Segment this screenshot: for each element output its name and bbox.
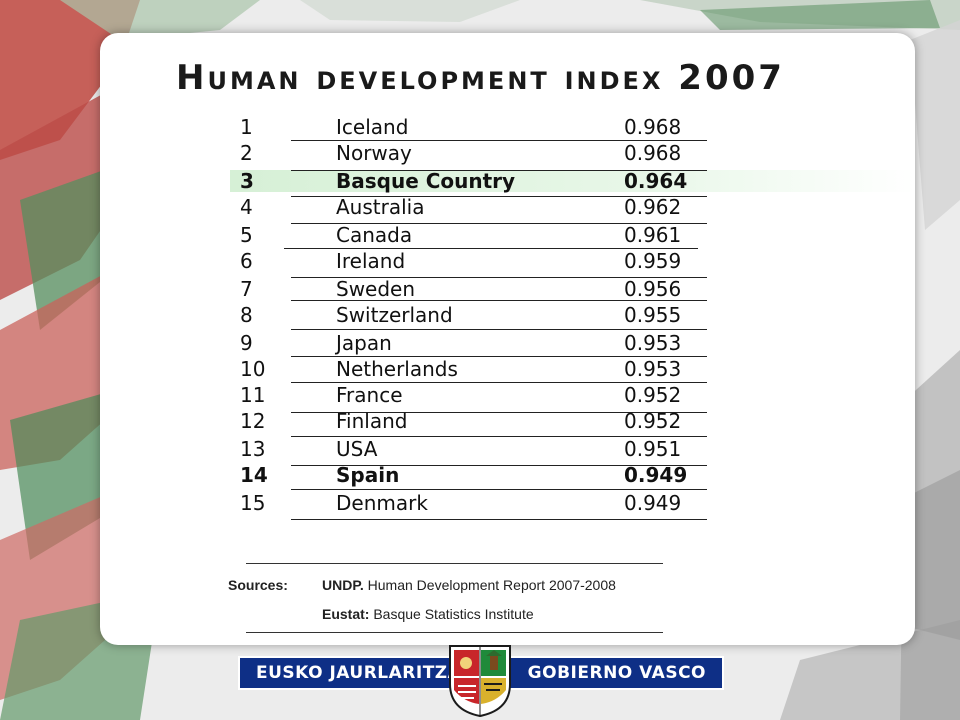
- rank-cell: 13: [240, 437, 266, 461]
- country-cell: Spain: [336, 463, 400, 487]
- sources-top-rule: [246, 563, 663, 564]
- country-cell: Denmark: [336, 491, 428, 515]
- hdi-value-cell: 0.955: [624, 303, 682, 327]
- hdi-value-cell: 0.964: [624, 169, 688, 193]
- row-divider: [291, 382, 707, 383]
- rank-cell: 7: [240, 277, 253, 301]
- rank-cell: 3: [240, 169, 254, 193]
- table-row: 12 Finland 0.952: [0, 408, 960, 434]
- row-divider: [291, 356, 707, 357]
- source-line-undp: UNDP. Human Development Report 2007-2008: [322, 577, 616, 593]
- hdi-value-cell: 0.952: [624, 383, 682, 407]
- hdi-value-cell: 0.952: [624, 409, 682, 433]
- hdi-value-cell: 0.959: [624, 249, 682, 273]
- row-divider: [291, 140, 707, 141]
- table-row: 4 Australia 0.962: [0, 194, 960, 220]
- hdi-value-cell: 0.962: [624, 195, 682, 219]
- row-divider: [291, 436, 707, 437]
- rank-cell: 10: [240, 357, 266, 381]
- rank-cell: 6: [240, 249, 253, 273]
- table-row: 9 Japan 0.953: [0, 330, 960, 356]
- table-row: 15 Denmark 0.949: [0, 490, 960, 516]
- table-row: 1 Iceland 0.968: [0, 114, 960, 140]
- footer-text-basque: EUSKO JAURLARITZA: [256, 663, 462, 683]
- source-org-eustat: Eustat:: [322, 606, 370, 622]
- row-divider: [291, 519, 707, 520]
- sources-label: Sources:: [228, 577, 288, 593]
- source-text-undp: Human Development Report 2007-2008: [363, 577, 616, 593]
- table-row: 2 Norway 0.968: [0, 140, 960, 166]
- basque-government-crest-icon: [449, 645, 511, 718]
- rank-cell: 8: [240, 303, 253, 327]
- row-divider: [291, 329, 707, 330]
- rank-cell: 12: [240, 409, 266, 433]
- country-cell: Australia: [336, 195, 425, 219]
- hdi-value-cell: 0.949: [624, 491, 682, 515]
- country-cell: Netherlands: [336, 357, 458, 381]
- source-text-eustat: Basque Statistics Institute: [369, 606, 534, 622]
- content-card: [100, 33, 915, 645]
- page-title: Human development index 2007: [176, 58, 785, 98]
- table-row: 8 Switzerland 0.955: [0, 302, 960, 328]
- row-divider: [291, 465, 707, 466]
- row-divider: [284, 248, 698, 249]
- rank-cell: 1: [240, 115, 253, 139]
- rank-cell: 15: [240, 491, 266, 515]
- rank-cell: 4: [240, 195, 253, 219]
- row-divider: [291, 489, 707, 490]
- footer-text-spanish: GOBIERNO VASCO: [527, 663, 706, 683]
- source-line-eustat: Eustat: Basque Statistics Institute: [322, 606, 534, 622]
- table-row: 7 Sweden 0.956: [0, 276, 960, 302]
- rank-cell: 14: [240, 463, 268, 487]
- row-divider: [291, 277, 707, 278]
- table-row: 14 Spain 0.949: [0, 462, 960, 488]
- country-cell: Ireland: [336, 249, 406, 273]
- rank-cell: 9: [240, 331, 253, 355]
- country-cell: Finland: [336, 409, 408, 433]
- country-cell: Switzerland: [336, 303, 453, 327]
- hdi-value-cell: 0.961: [624, 223, 682, 247]
- table-row: 10 Netherlands 0.953: [0, 356, 960, 382]
- row-divider: [291, 412, 707, 413]
- hdi-value-cell: 0.968: [624, 115, 682, 139]
- table-row: 11 France 0.952: [0, 382, 960, 408]
- country-cell: USA: [336, 437, 378, 461]
- sources-bottom-rule: [246, 632, 663, 633]
- table-row: 3 Basque Country 0.964: [0, 168, 960, 194]
- hdi-value-cell: 0.949: [624, 463, 688, 487]
- country-cell: Japan: [336, 331, 392, 355]
- country-cell: Norway: [336, 141, 412, 165]
- hdi-value-cell: 0.953: [624, 357, 682, 381]
- hdi-value-cell: 0.951: [624, 437, 682, 461]
- table-row: 13 USA 0.951: [0, 436, 960, 462]
- hdi-value-cell: 0.956: [624, 277, 682, 301]
- row-divider: [291, 170, 707, 171]
- row-divider: [291, 300, 707, 301]
- row-divider: [291, 223, 707, 224]
- highlight-band-basque-country: [230, 170, 915, 192]
- table-row: 5 Canada 0.961: [0, 222, 960, 248]
- rank-cell: 2: [240, 141, 253, 165]
- country-cell: Iceland: [336, 115, 409, 139]
- country-cell: Canada: [336, 223, 413, 247]
- rank-cell: 11: [240, 383, 266, 407]
- country-cell: Basque Country: [336, 169, 516, 193]
- row-divider: [291, 196, 707, 197]
- rank-cell: 5: [240, 223, 253, 247]
- country-cell: France: [336, 383, 403, 407]
- table-row: 6 Ireland 0.959: [0, 248, 960, 274]
- hdi-value-cell: 0.953: [624, 331, 682, 355]
- hdi-value-cell: 0.968: [624, 141, 682, 165]
- source-org-undp: UNDP.: [322, 577, 364, 593]
- country-cell: Sweden: [336, 277, 416, 301]
